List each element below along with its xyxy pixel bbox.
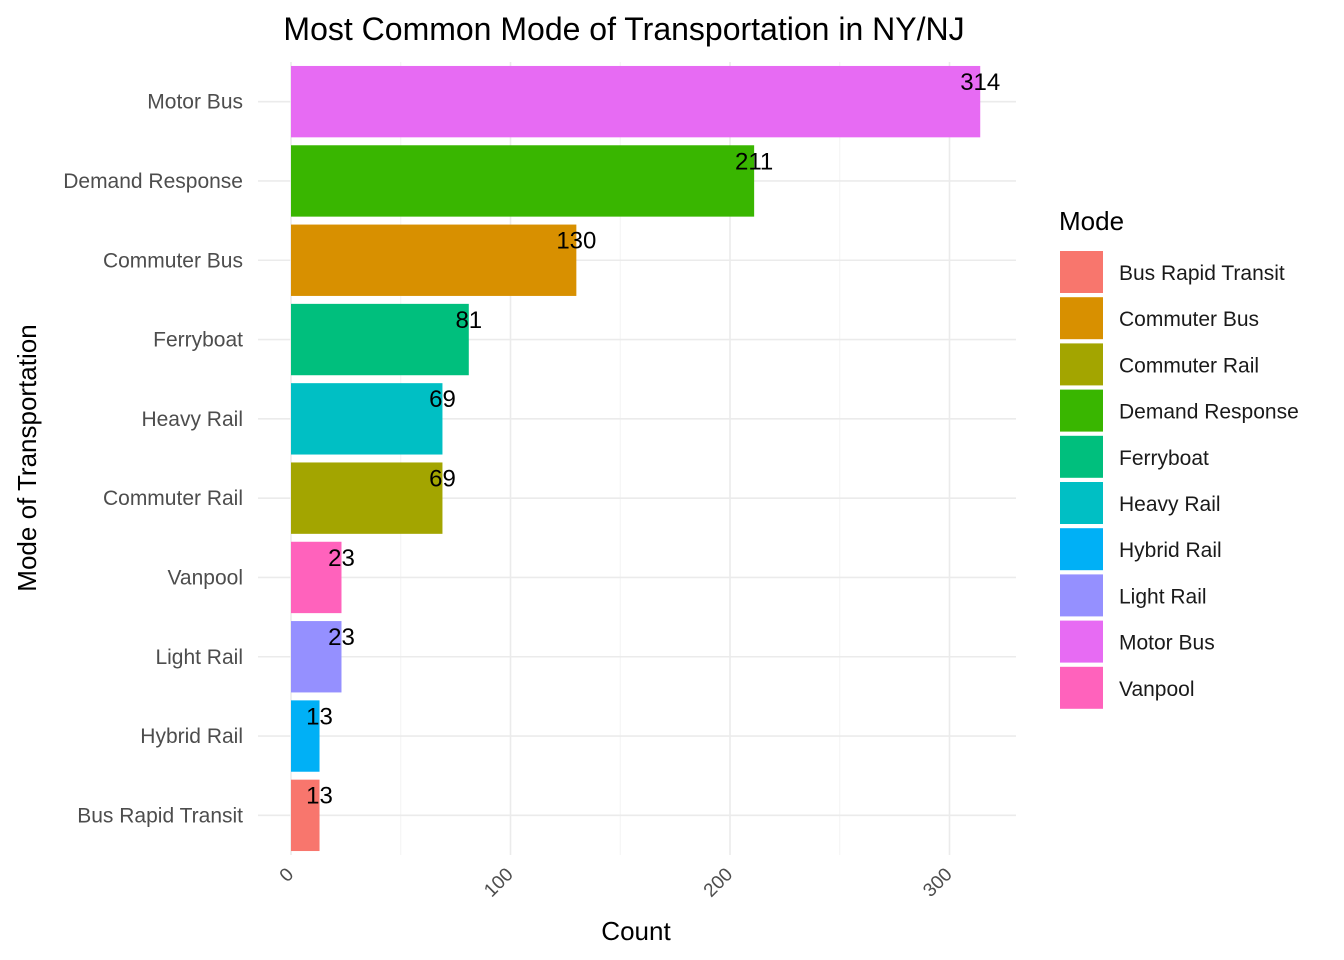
data-label-hybrid-rail: 13: [306, 703, 333, 730]
legend-label-demand-response: Demand Response: [1119, 401, 1299, 424]
legend-swatch-bus-rapid-transit: [1060, 251, 1103, 293]
chart-title: Most Common Mode of Transportation in NY…: [283, 11, 964, 47]
category-label-demand-response: Demand Response: [63, 170, 243, 193]
legend-swatch-vanpool: [1060, 666, 1103, 709]
category-label-light-rail: Light Rail: [155, 646, 243, 669]
bar-ferryboat: [291, 303, 469, 376]
bar-vanpool: [291, 541, 342, 614]
legend-swatch-hybrid-rail: [1060, 528, 1103, 571]
legend-label-light-rail: Light Rail: [1119, 585, 1207, 608]
data-label-motor-bus: 314: [960, 69, 1000, 96]
legend-label-heavy-rail: Heavy Rail: [1119, 493, 1221, 516]
x-tick-labels: 0 100 200 300: [276, 864, 957, 901]
legend-swatch-commuter-bus: [1060, 297, 1103, 340]
legend-label-hybrid-rail: Hybrid Rail: [1119, 539, 1222, 562]
legend-swatch-heavy-rail: [1060, 482, 1103, 524]
legend-label-ferryboat: Ferryboat: [1119, 447, 1209, 470]
bar-heavy-rail: [291, 383, 443, 455]
category-labels: Motor Bus Demand Response Commuter Bus Ferr…: [63, 91, 243, 828]
legend-label-bus-rapid-transit: Bus Rapid Transit: [1119, 262, 1285, 285]
data-label-commuter-rail: 69: [429, 465, 456, 492]
bar-hybrid-rail: [291, 700, 320, 772]
bars: [291, 65, 981, 852]
data-label-heavy-rail: 69: [429, 386, 456, 413]
bar-commuter-rail: [291, 462, 443, 534]
y-axis-title: Mode of Transportation: [12, 324, 42, 591]
data-label-ferryboat: 81: [455, 307, 482, 334]
category-label-commuter-rail: Commuter Rail: [103, 487, 243, 510]
legend-swatch-commuter-rail: [1060, 343, 1103, 386]
legend-label-commuter-bus: Commuter Bus: [1119, 308, 1259, 331]
legend-title: Mode: [1059, 206, 1124, 236]
category-label-ferryboat: Ferryboat: [153, 329, 243, 352]
x-tick-label: 200: [700, 864, 737, 901]
legend-swatch-ferryboat: [1060, 435, 1103, 478]
legend-swatch-motor-bus: [1060, 620, 1103, 663]
data-label-commuter-bus: 130: [556, 228, 596, 255]
x-tick-label: 100: [480, 864, 517, 901]
bar-motor-bus: [291, 65, 981, 138]
category-label-commuter-bus: Commuter Bus: [103, 249, 243, 272]
legend-label-commuter-rail: Commuter Rail: [1119, 354, 1259, 377]
data-labels: 314 211 130 81 69 69 23 23 13 13: [306, 69, 1000, 810]
legend-swatch-light-rail: [1060, 574, 1103, 617]
bar-demand-response: [291, 145, 755, 217]
legend-swatch-demand-response: [1060, 389, 1103, 432]
x-tick-label: 300: [919, 864, 956, 901]
category-label-hybrid-rail: Hybrid Rail: [140, 725, 243, 748]
x-tick-label: 0: [276, 864, 298, 886]
data-label-vanpool: 23: [328, 545, 355, 572]
x-axis-title: Count: [601, 916, 671, 946]
data-label-bus-rapid-transit: 13: [306, 783, 333, 810]
category-label-bus-rapid-transit: Bus Rapid Transit: [77, 804, 243, 827]
category-label-motor-bus: Motor Bus: [147, 91, 243, 114]
legend-label-vanpool: Vanpool: [1119, 678, 1195, 701]
data-label-light-rail: 23: [328, 624, 355, 651]
bar-commuter-bus: [291, 224, 577, 296]
bar-bus-rapid-transit: [291, 779, 320, 852]
data-label-demand-response: 211: [735, 148, 773, 175]
legend-label-motor-bus: Motor Bus: [1119, 632, 1215, 655]
bar-light-rail: [291, 621, 342, 693]
legend: Mode Bus Rapid Transit Commuter Bus Commut…: [1059, 206, 1299, 709]
category-label-vanpool: Vanpool: [167, 566, 243, 589]
category-label-heavy-rail: Heavy Rail: [141, 408, 243, 431]
